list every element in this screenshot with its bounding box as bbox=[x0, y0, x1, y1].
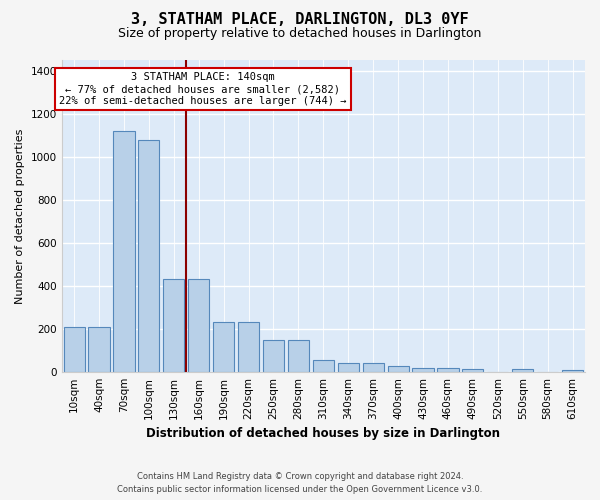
Bar bbox=[188, 280, 209, 372]
Bar bbox=[412, 368, 434, 372]
Text: Size of property relative to detached houses in Darlington: Size of property relative to detached ho… bbox=[118, 28, 482, 40]
Bar bbox=[64, 328, 85, 372]
Bar bbox=[113, 131, 134, 372]
Y-axis label: Number of detached properties: Number of detached properties bbox=[15, 128, 25, 304]
Text: Contains HM Land Registry data © Crown copyright and database right 2024.
Contai: Contains HM Land Registry data © Crown c… bbox=[118, 472, 482, 494]
Bar bbox=[437, 368, 458, 372]
Bar bbox=[313, 360, 334, 372]
Bar bbox=[263, 340, 284, 372]
Bar bbox=[562, 370, 583, 372]
Bar bbox=[512, 368, 533, 372]
Bar bbox=[213, 322, 234, 372]
Bar bbox=[388, 366, 409, 372]
Bar bbox=[288, 340, 309, 372]
Bar bbox=[88, 328, 110, 372]
Text: 3 STATHAM PLACE: 140sqm
← 77% of detached houses are smaller (2,582)
22% of semi: 3 STATHAM PLACE: 140sqm ← 77% of detache… bbox=[59, 72, 347, 106]
Bar bbox=[362, 363, 384, 372]
Bar bbox=[163, 280, 184, 372]
Bar bbox=[338, 363, 359, 372]
X-axis label: Distribution of detached houses by size in Darlington: Distribution of detached houses by size … bbox=[146, 427, 500, 440]
Bar bbox=[238, 322, 259, 372]
Bar bbox=[138, 140, 160, 372]
Text: 3, STATHAM PLACE, DARLINGTON, DL3 0YF: 3, STATHAM PLACE, DARLINGTON, DL3 0YF bbox=[131, 12, 469, 28]
Bar bbox=[462, 368, 484, 372]
